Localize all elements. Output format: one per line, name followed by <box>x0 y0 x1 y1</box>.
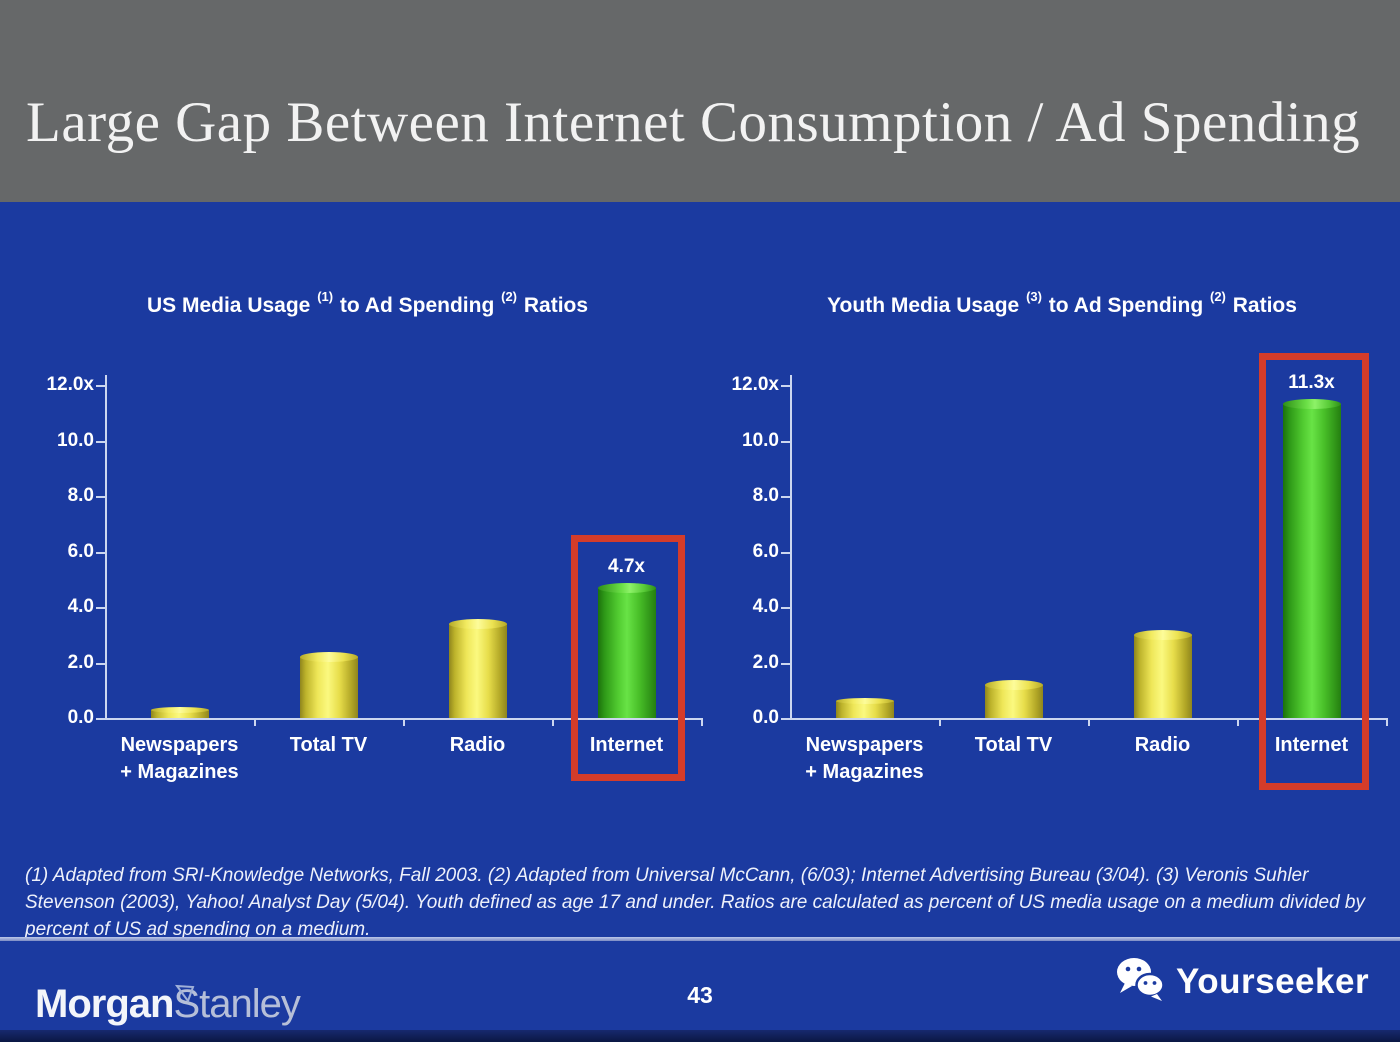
bar-top-cap <box>1282 399 1341 410</box>
bar-highlighted <box>1282 399 1341 718</box>
category-label: Radio <box>1134 734 1191 756</box>
x-tick <box>1088 718 1090 726</box>
bar-regular <box>835 698 894 718</box>
footnote-text: (1) Adapted from SRI-Knowledge Networks,… <box>25 865 1365 940</box>
wechat-icon <box>1114 956 1166 1007</box>
bar-top-cap <box>597 582 656 593</box>
bar-top-cap <box>835 698 894 705</box>
category-label: Radio <box>449 734 506 756</box>
y-tick-label: 0.0 <box>752 707 779 728</box>
yourseeker-brand: Yourseeker <box>1114 956 1369 1007</box>
highlight-box <box>571 535 685 781</box>
slide-header: Large Gap Between Internet Consumption /… <box>0 0 1400 202</box>
x-tick <box>254 718 256 726</box>
chart-title-text: to Ad Spending <box>1042 294 1209 317</box>
morgan-stanley-logo: MorganStanley <box>35 982 301 1027</box>
category-label: Newspapers + Magazines <box>805 734 924 783</box>
bar-regular <box>448 618 507 718</box>
category-label: Newspapers + Magazines <box>120 734 239 783</box>
bar-regular <box>150 706 209 718</box>
y-tick-label: 6.0 <box>67 540 94 562</box>
bar-top-cap <box>448 618 507 629</box>
chart-title-text: Youth Media Usage <box>827 294 1026 317</box>
bar-value-label: 4.7x <box>608 555 645 577</box>
page-number: 43 <box>687 982 713 1008</box>
y-tick <box>781 440 790 443</box>
x-tick <box>1386 718 1388 726</box>
morgan-stanley-logo-word2: Stanley <box>173 982 300 1026</box>
chart-title-superscript: (2) <box>1210 289 1226 304</box>
bar-regular <box>984 679 1043 718</box>
morgan-stanley-logo-word1: Morgan <box>35 982 174 1026</box>
category-label: Total TV <box>289 734 368 756</box>
category-label: Total TV <box>974 734 1053 756</box>
y-tick-label: 2.0 <box>67 651 94 673</box>
y-tick <box>96 607 105 609</box>
y-axis-line <box>790 375 792 720</box>
footer-divider <box>0 937 1400 941</box>
bottom-strip <box>0 1030 1400 1042</box>
bar-top-cap <box>299 651 358 662</box>
y-tick <box>96 496 105 498</box>
y-tick <box>96 718 105 720</box>
y-tick <box>96 385 105 387</box>
y-tick-label: 10.0 <box>742 429 779 451</box>
bar-top-cap <box>984 679 1043 690</box>
y-tick-label: 2.0 <box>752 651 779 673</box>
us-media-usage-chart: US Media Usage (1) to Ad Spending (2) Ra… <box>30 283 705 798</box>
y-tick-label: 12.0x <box>731 374 779 395</box>
y-tick-label: 4.0 <box>67 596 94 617</box>
y-tick-label: 0.0 <box>67 707 94 728</box>
y-tick <box>781 718 790 720</box>
bar-top-cap <box>1133 629 1192 640</box>
chart-title-text: to Ad Spending <box>334 294 501 317</box>
category-label: Internet <box>1274 734 1349 756</box>
triangle-logo-icon <box>174 969 196 1014</box>
y-tick <box>96 662 105 665</box>
chart-title: Youth Media Usage (3) to Ad Spending (2)… <box>816 289 1308 323</box>
yourseeker-label: Yourseeker <box>1176 961 1370 1001</box>
y-tick-label: 4.0 <box>752 596 779 617</box>
bar-highlighted <box>597 582 656 718</box>
y-tick <box>781 496 790 498</box>
chart-title-superscript: (1) <box>317 289 334 304</box>
y-tick <box>96 440 105 443</box>
slide-title: Large Gap Between Internet Consumption /… <box>26 91 1361 154</box>
y-tick-label: 8.0 <box>67 485 94 506</box>
y-tick-label: 8.0 <box>752 485 779 506</box>
x-tick <box>552 718 554 726</box>
y-tick <box>781 551 790 554</box>
y-tick <box>96 551 105 554</box>
y-tick-label: 6.0 <box>752 540 779 562</box>
y-tick <box>781 385 790 387</box>
chart-title-text: US Media Usage <box>146 294 317 317</box>
highlight-box <box>1259 353 1369 790</box>
bar-regular <box>1133 629 1192 718</box>
y-tick-label: 10.0 <box>57 429 94 451</box>
y-tick <box>781 607 790 609</box>
bar-top-cap <box>150 706 209 713</box>
chart-title-superscript: (3) <box>1026 289 1042 304</box>
chart-title: US Media Usage (1) to Ad Spending (2) Ra… <box>30 289 705 323</box>
x-tick <box>1237 718 1239 726</box>
y-tick-label: 12.0x <box>46 374 94 395</box>
category-label: Internet <box>589 734 664 756</box>
y-axis-line <box>105 375 107 720</box>
y-tick <box>781 662 790 665</box>
bar-value-label: 11.3x <box>1288 372 1335 394</box>
chart-title-text: Ratios <box>518 294 589 317</box>
chart-title-superscript: (2) <box>501 289 518 304</box>
bar-regular <box>299 651 358 718</box>
x-tick <box>939 718 941 726</box>
x-tick <box>403 718 405 726</box>
x-tick <box>701 718 703 726</box>
chart-title-text: Ratios <box>1226 294 1297 317</box>
youth-media-usage-chart: Youth Media Usage (3) to Ad Spending (2)… <box>728 283 1400 798</box>
